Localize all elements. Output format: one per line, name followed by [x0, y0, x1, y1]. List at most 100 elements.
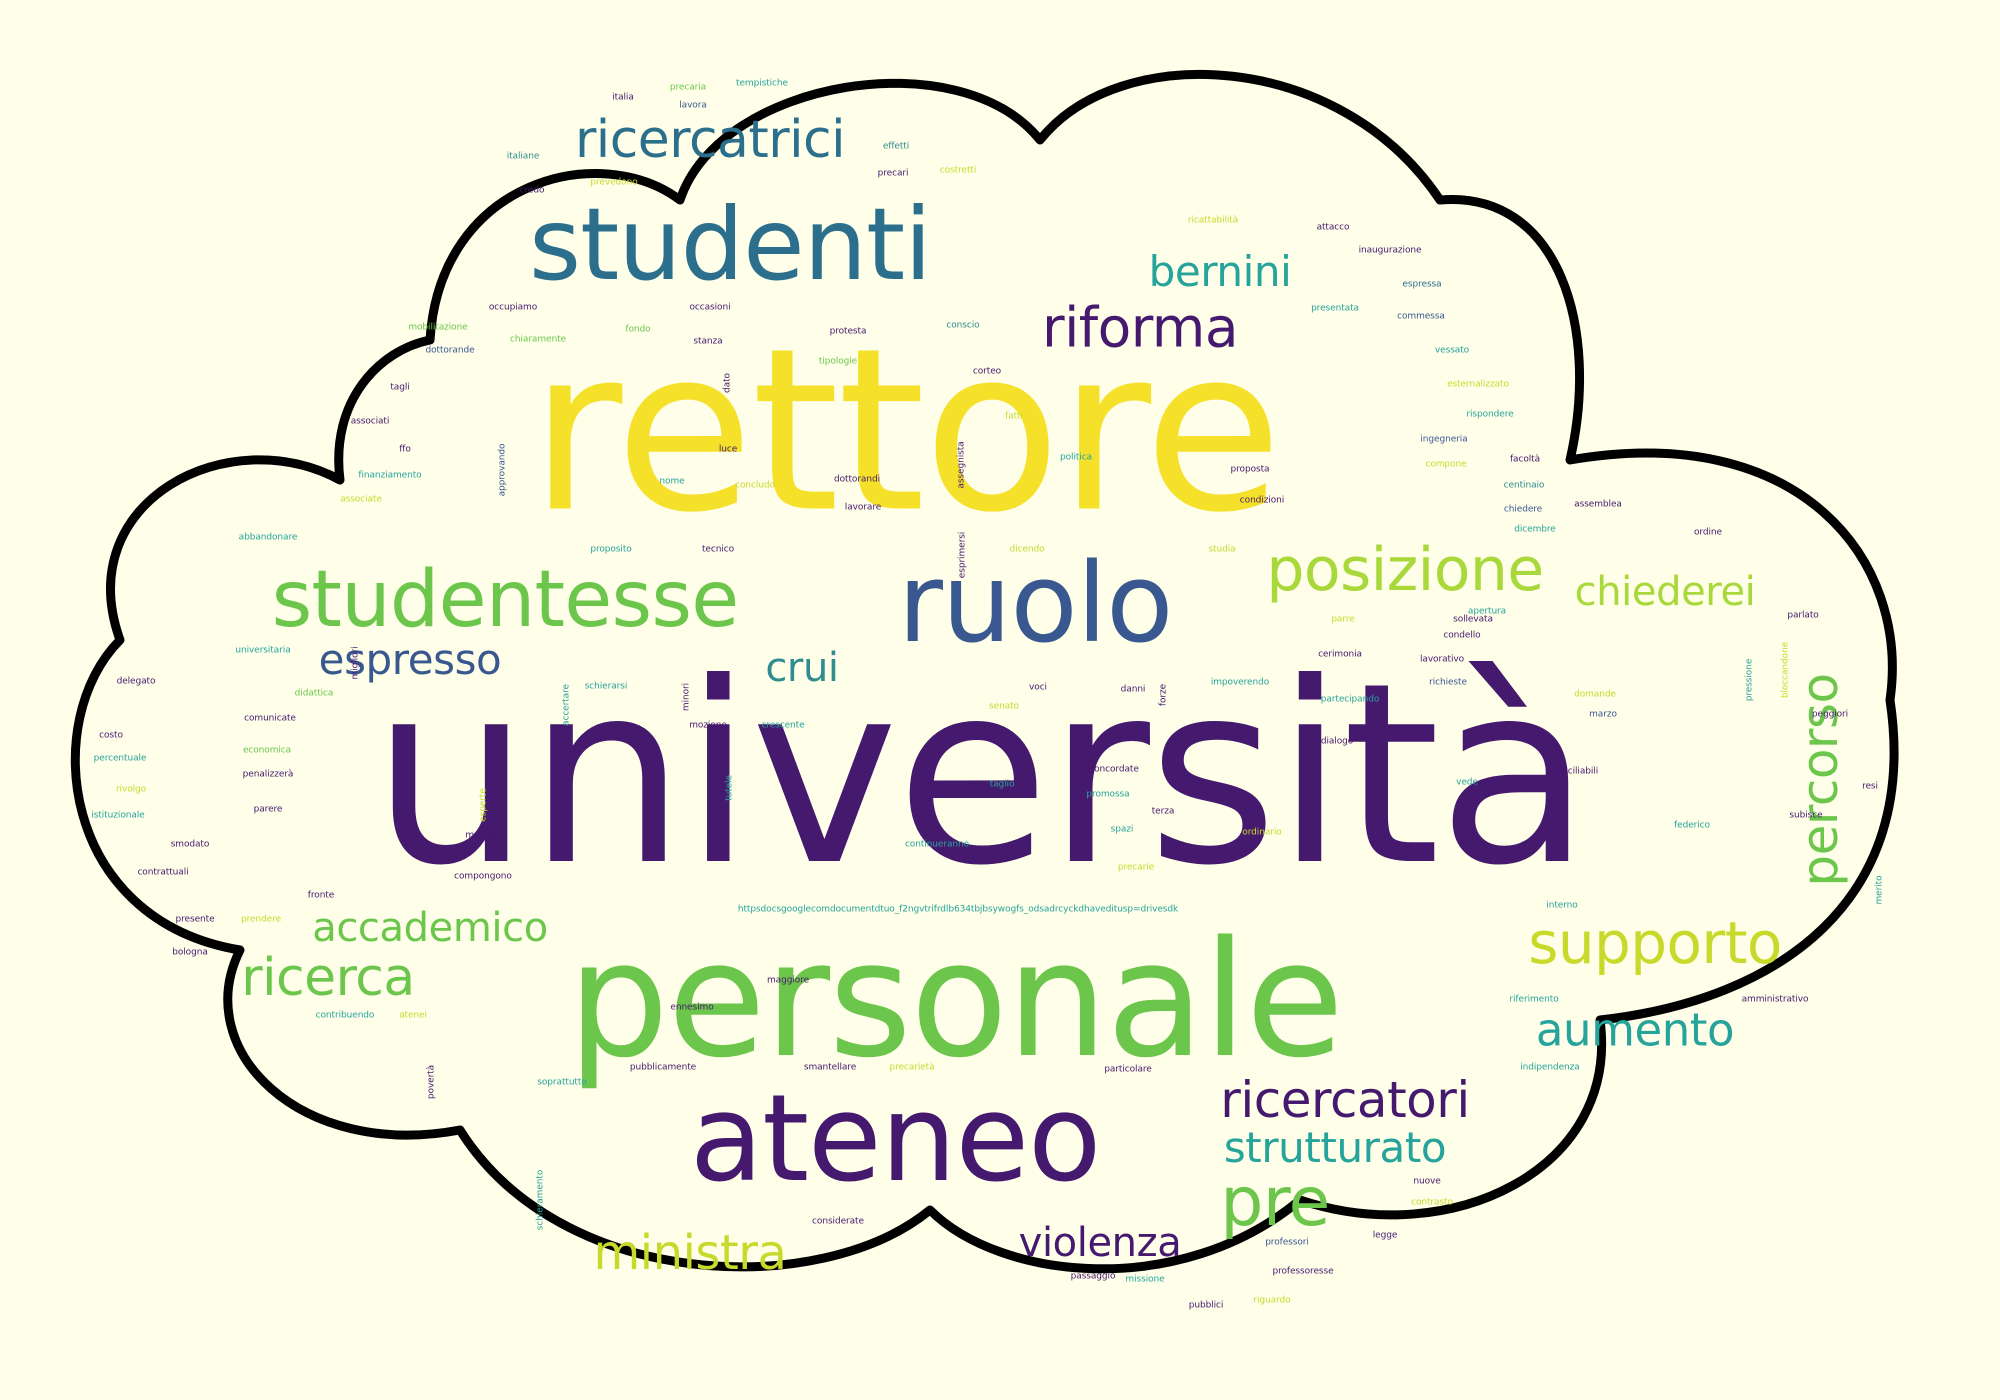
- word-soprattutto: soprattutto: [537, 1077, 587, 1088]
- word-mozione: mozione: [689, 720, 727, 731]
- word-partecipando: partecipando: [1320, 694, 1380, 705]
- word-esperte: esperte: [478, 788, 489, 822]
- word-pressione: pressione: [1744, 658, 1755, 702]
- word-amministrativo: amministrativo: [1741, 994, 1809, 1005]
- word-legge: legge: [1372, 1230, 1398, 1241]
- word-ricercatrici: ricercatrici: [574, 110, 846, 170]
- word-dicembre: dicembre: [1514, 524, 1556, 535]
- word-rettore: rettore: [529, 300, 1283, 563]
- word-proposta: proposta: [1230, 464, 1270, 475]
- word-minori: minori: [681, 682, 692, 712]
- word-peggiori: peggiori: [1811, 709, 1849, 720]
- word-universita: università: [371, 629, 1591, 920]
- word-maggiore: maggiore: [766, 975, 810, 986]
- word-commessa: commessa: [1397, 311, 1445, 322]
- word-tempistiche: tempistiche: [736, 78, 788, 89]
- word-nuove: nuove: [1413, 1176, 1441, 1187]
- word-pubblici: pubblici: [1188, 1300, 1224, 1311]
- word-supporto: supporto: [1528, 909, 1782, 977]
- word-bloccandone: bloccandone: [1780, 641, 1791, 699]
- word-occasioni: occasioni: [689, 302, 731, 313]
- word-percorso: percorso: [1791, 673, 1849, 887]
- word-vede: vede: [1456, 777, 1478, 788]
- word-associati: associati: [350, 416, 390, 427]
- word-istituzionale: istituzionale: [91, 810, 145, 821]
- word-rivolgo: rivolgo: [115, 784, 147, 795]
- word-riferimento: riferimento: [1509, 994, 1559, 1005]
- word-atenei: atenei: [399, 1010, 427, 1021]
- word-dottorande: dottorande: [425, 345, 475, 356]
- word-protesta: protesta: [829, 326, 867, 337]
- word-senato: senato: [989, 701, 1019, 712]
- word-indipendenza: indipendenza: [1520, 1062, 1580, 1073]
- word-link: httpsdocsgooglecomdocumentdtuo_f2ngvtrif…: [737, 904, 1179, 915]
- word-lavorativo: lavorativo: [1419, 654, 1465, 665]
- word-parere: parere: [253, 804, 283, 815]
- word-centinaio: centinaio: [1503, 480, 1545, 491]
- word-lavora: lavora: [679, 100, 707, 111]
- word-ffo: ffo: [399, 444, 411, 455]
- word-condizioni: condizioni: [1239, 495, 1285, 506]
- word-approvando: approvando: [497, 443, 508, 497]
- word-facolta: facoltà: [1509, 454, 1541, 465]
- word-accertare: accertare: [561, 684, 572, 726]
- word-precaria: precaria: [669, 82, 707, 93]
- word-forze: forze: [1158, 683, 1169, 707]
- word-violenza: violenza: [1018, 1220, 1182, 1266]
- word-lavorare: lavorare: [844, 502, 882, 513]
- word-riguardo: riguardo: [1253, 1295, 1291, 1306]
- word-schieramento: schieramento: [535, 1169, 546, 1231]
- word-parre: parre: [1331, 614, 1355, 625]
- word-precari: precari: [877, 168, 909, 179]
- word-apertura: apertura: [1467, 606, 1507, 617]
- word-tutele: tutele: [724, 775, 735, 801]
- word-presentata: presentata: [1311, 303, 1359, 314]
- word-bernini: bernini: [1148, 247, 1292, 296]
- word-presente: presente: [175, 914, 215, 925]
- word-cerimonia: cerimonia: [1318, 649, 1362, 660]
- word-didattica: didattica: [294, 688, 334, 699]
- word-associate: associate: [340, 494, 382, 505]
- word-ricerca: ricerca: [241, 948, 415, 1008]
- word-considerate: considerate: [812, 1216, 864, 1227]
- word-dicendo: dicendo: [1009, 544, 1045, 555]
- word-inaugurazione: inaugurazione: [1358, 245, 1422, 256]
- word-comunicate: comunicate: [244, 713, 296, 724]
- word-tecnico: tecnico: [701, 544, 735, 555]
- word-attacco: attacco: [1316, 222, 1350, 233]
- word-membro: membro: [465, 830, 503, 841]
- word-contrattuali: contrattuali: [137, 867, 189, 878]
- word-ennesimo: ennesimo: [670, 1002, 714, 1013]
- word-assemblea: assemblea: [1574, 499, 1622, 510]
- word-contribuendo: contribuendo: [315, 1010, 375, 1021]
- word-smantellare: smantellare: [803, 1062, 857, 1073]
- word-costo: costo: [99, 730, 123, 741]
- word-effetti: effetti: [882, 141, 910, 152]
- word-crui: crui: [765, 645, 839, 691]
- word-terza: terza: [1151, 806, 1175, 817]
- word-percentuale: percentuale: [93, 753, 147, 764]
- word-precarie: precarie: [1117, 862, 1155, 873]
- word-penalizzera: penalizzerà: [242, 769, 294, 780]
- word-studentesse: studentesse: [271, 555, 740, 645]
- word-ateneo: ateneo: [689, 1070, 1102, 1209]
- word-concordate: concordate: [1089, 764, 1139, 775]
- word-accademico: accademico: [312, 905, 548, 951]
- word-dialogo: dialogo: [1320, 736, 1354, 747]
- word-ordine: ordine: [1694, 527, 1722, 538]
- word-finanziamento: finanziamento: [358, 470, 422, 481]
- word-compongono: compongono: [454, 871, 512, 882]
- word-danni: danni: [1120, 684, 1146, 695]
- word-conciliabili: conciliabili: [1551, 766, 1599, 777]
- word-aumento: aumento: [1535, 1003, 1735, 1057]
- word-conscio: conscio: [946, 320, 980, 331]
- word-subisce: subisce: [1789, 810, 1823, 821]
- word-mobilitazione: mobilitazione: [408, 322, 468, 333]
- word-poverta: povertà: [426, 1064, 437, 1100]
- word-tagli: tagli: [390, 382, 410, 393]
- word-stanza: stanza: [693, 336, 723, 347]
- word-fatti: fatti: [1005, 411, 1023, 422]
- word-credo: credo: [519, 185, 545, 196]
- word-resi: resi: [1862, 781, 1878, 792]
